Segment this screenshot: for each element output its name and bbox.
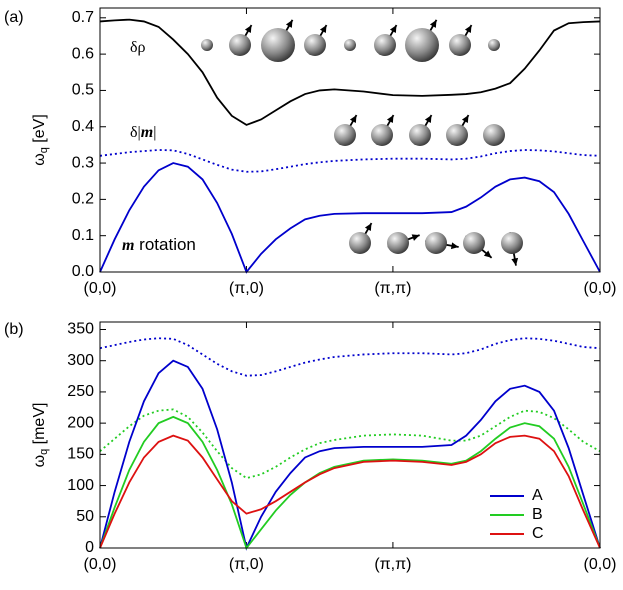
spin-sphere <box>501 232 523 254</box>
y-axis-label-part: q <box>38 449 50 455</box>
annotation-part: rotation <box>134 235 195 254</box>
y-axis-label-part: [eV] <box>31 114 48 147</box>
y-tick-label: 0.0 <box>72 263 94 280</box>
annotation: δ|m| <box>130 124 156 141</box>
spin-arrow-head <box>319 25 327 34</box>
y-tick-label: 0.6 <box>72 45 94 62</box>
x-tick-label: (0,0) <box>84 280 117 297</box>
y-tick-label: 0 <box>85 539 94 556</box>
spin-sphere <box>261 28 295 62</box>
spin-sphere <box>371 124 393 146</box>
spin-sphere <box>446 124 468 146</box>
spin-arrow-head <box>483 250 492 258</box>
spin-sphere <box>304 34 326 56</box>
spin-sphere <box>229 34 251 56</box>
spin-arrow-head <box>450 242 459 250</box>
spin-arrow-head <box>244 25 252 34</box>
y-axis-label-part: ω <box>31 455 48 468</box>
spin-sphere <box>449 34 471 56</box>
y-axis-label-part: q <box>38 147 50 153</box>
x-tick-label: (0,0) <box>84 556 117 573</box>
spin-arrow-head <box>461 115 469 124</box>
y-tick-label: 50 <box>76 508 94 525</box>
y-axis-label: ωq [eV] <box>31 114 50 166</box>
y-tick-label: 150 <box>67 446 94 463</box>
y-tick-label: 0.2 <box>72 191 94 208</box>
y-tick-label: 250 <box>67 383 94 400</box>
x-tick-label: (π,0) <box>229 280 264 297</box>
annotation-part: m <box>141 124 153 141</box>
spin-arrow-head <box>429 19 437 28</box>
y-tick-label: 0.7 <box>72 9 94 26</box>
spin-sphere <box>374 34 396 56</box>
spin-sphere <box>409 124 431 146</box>
spin-arrow-head <box>285 19 293 28</box>
series-line <box>99 408 601 480</box>
y-axis-label-part: ω <box>31 153 48 166</box>
spin-sphere <box>349 232 371 254</box>
series-line <box>99 359 601 551</box>
x-tick-label: (0,0) <box>584 556 617 573</box>
spin-arrow-head <box>386 115 394 124</box>
x-tick-label: (0,0) <box>584 280 617 297</box>
spin-sphere <box>483 124 505 146</box>
y-tick-label: 0.4 <box>72 118 94 135</box>
spin-arrow-head <box>464 25 472 34</box>
annotation-part: | <box>153 124 156 141</box>
x-tick-label: (π,π) <box>374 280 411 297</box>
spin-sphere <box>463 232 485 254</box>
legend-label: A <box>532 487 543 504</box>
x-tick-label: (π,0) <box>229 556 264 573</box>
plot-frame <box>99 321 601 549</box>
series-line <box>99 415 601 550</box>
y-axis-label: ωq [meV] <box>31 403 50 468</box>
spin-sphere <box>334 124 356 146</box>
legend-label: B <box>532 506 543 523</box>
series-line <box>99 162 601 274</box>
spin-arrow-head <box>511 257 519 266</box>
plot-frame <box>99 7 601 273</box>
legend-label: C <box>532 525 544 542</box>
series-line <box>99 434 601 549</box>
spin-arrow-head <box>424 115 432 124</box>
spin-sphere <box>488 39 500 51</box>
annotation: δρ <box>130 39 146 56</box>
panel-label: (a) <box>4 9 24 26</box>
spin-arrow-head <box>411 234 420 241</box>
y-tick-label: 0.1 <box>72 227 94 244</box>
spin-arrow-head <box>364 223 372 232</box>
spin-arrow-head <box>349 115 357 124</box>
series-line <box>99 149 601 173</box>
y-tick-label: 350 <box>67 321 94 338</box>
spin-arrow-head <box>389 25 397 34</box>
annotation-part: δ| <box>130 124 141 141</box>
panel-label: (b) <box>4 321 24 338</box>
y-tick-label: 300 <box>67 352 94 369</box>
annotation-part: m <box>122 237 134 254</box>
y-tick-label: 100 <box>67 477 94 494</box>
annotation: m rotation <box>122 235 196 254</box>
series-line <box>99 18 601 126</box>
y-tick-label: 0.3 <box>72 154 94 171</box>
spin-sphere <box>405 28 439 62</box>
spin-sphere <box>201 39 213 51</box>
series-line <box>99 337 601 377</box>
x-tick-label: (π,π) <box>374 556 411 573</box>
y-tick-label: 200 <box>67 414 94 431</box>
annotation-part: δρ <box>130 39 146 56</box>
spin-sphere <box>425 232 447 254</box>
spin-sphere <box>344 39 356 51</box>
spin-sphere <box>387 232 409 254</box>
y-tick-label: 0.5 <box>72 82 94 99</box>
y-axis-label-part: [meV] <box>31 403 48 449</box>
